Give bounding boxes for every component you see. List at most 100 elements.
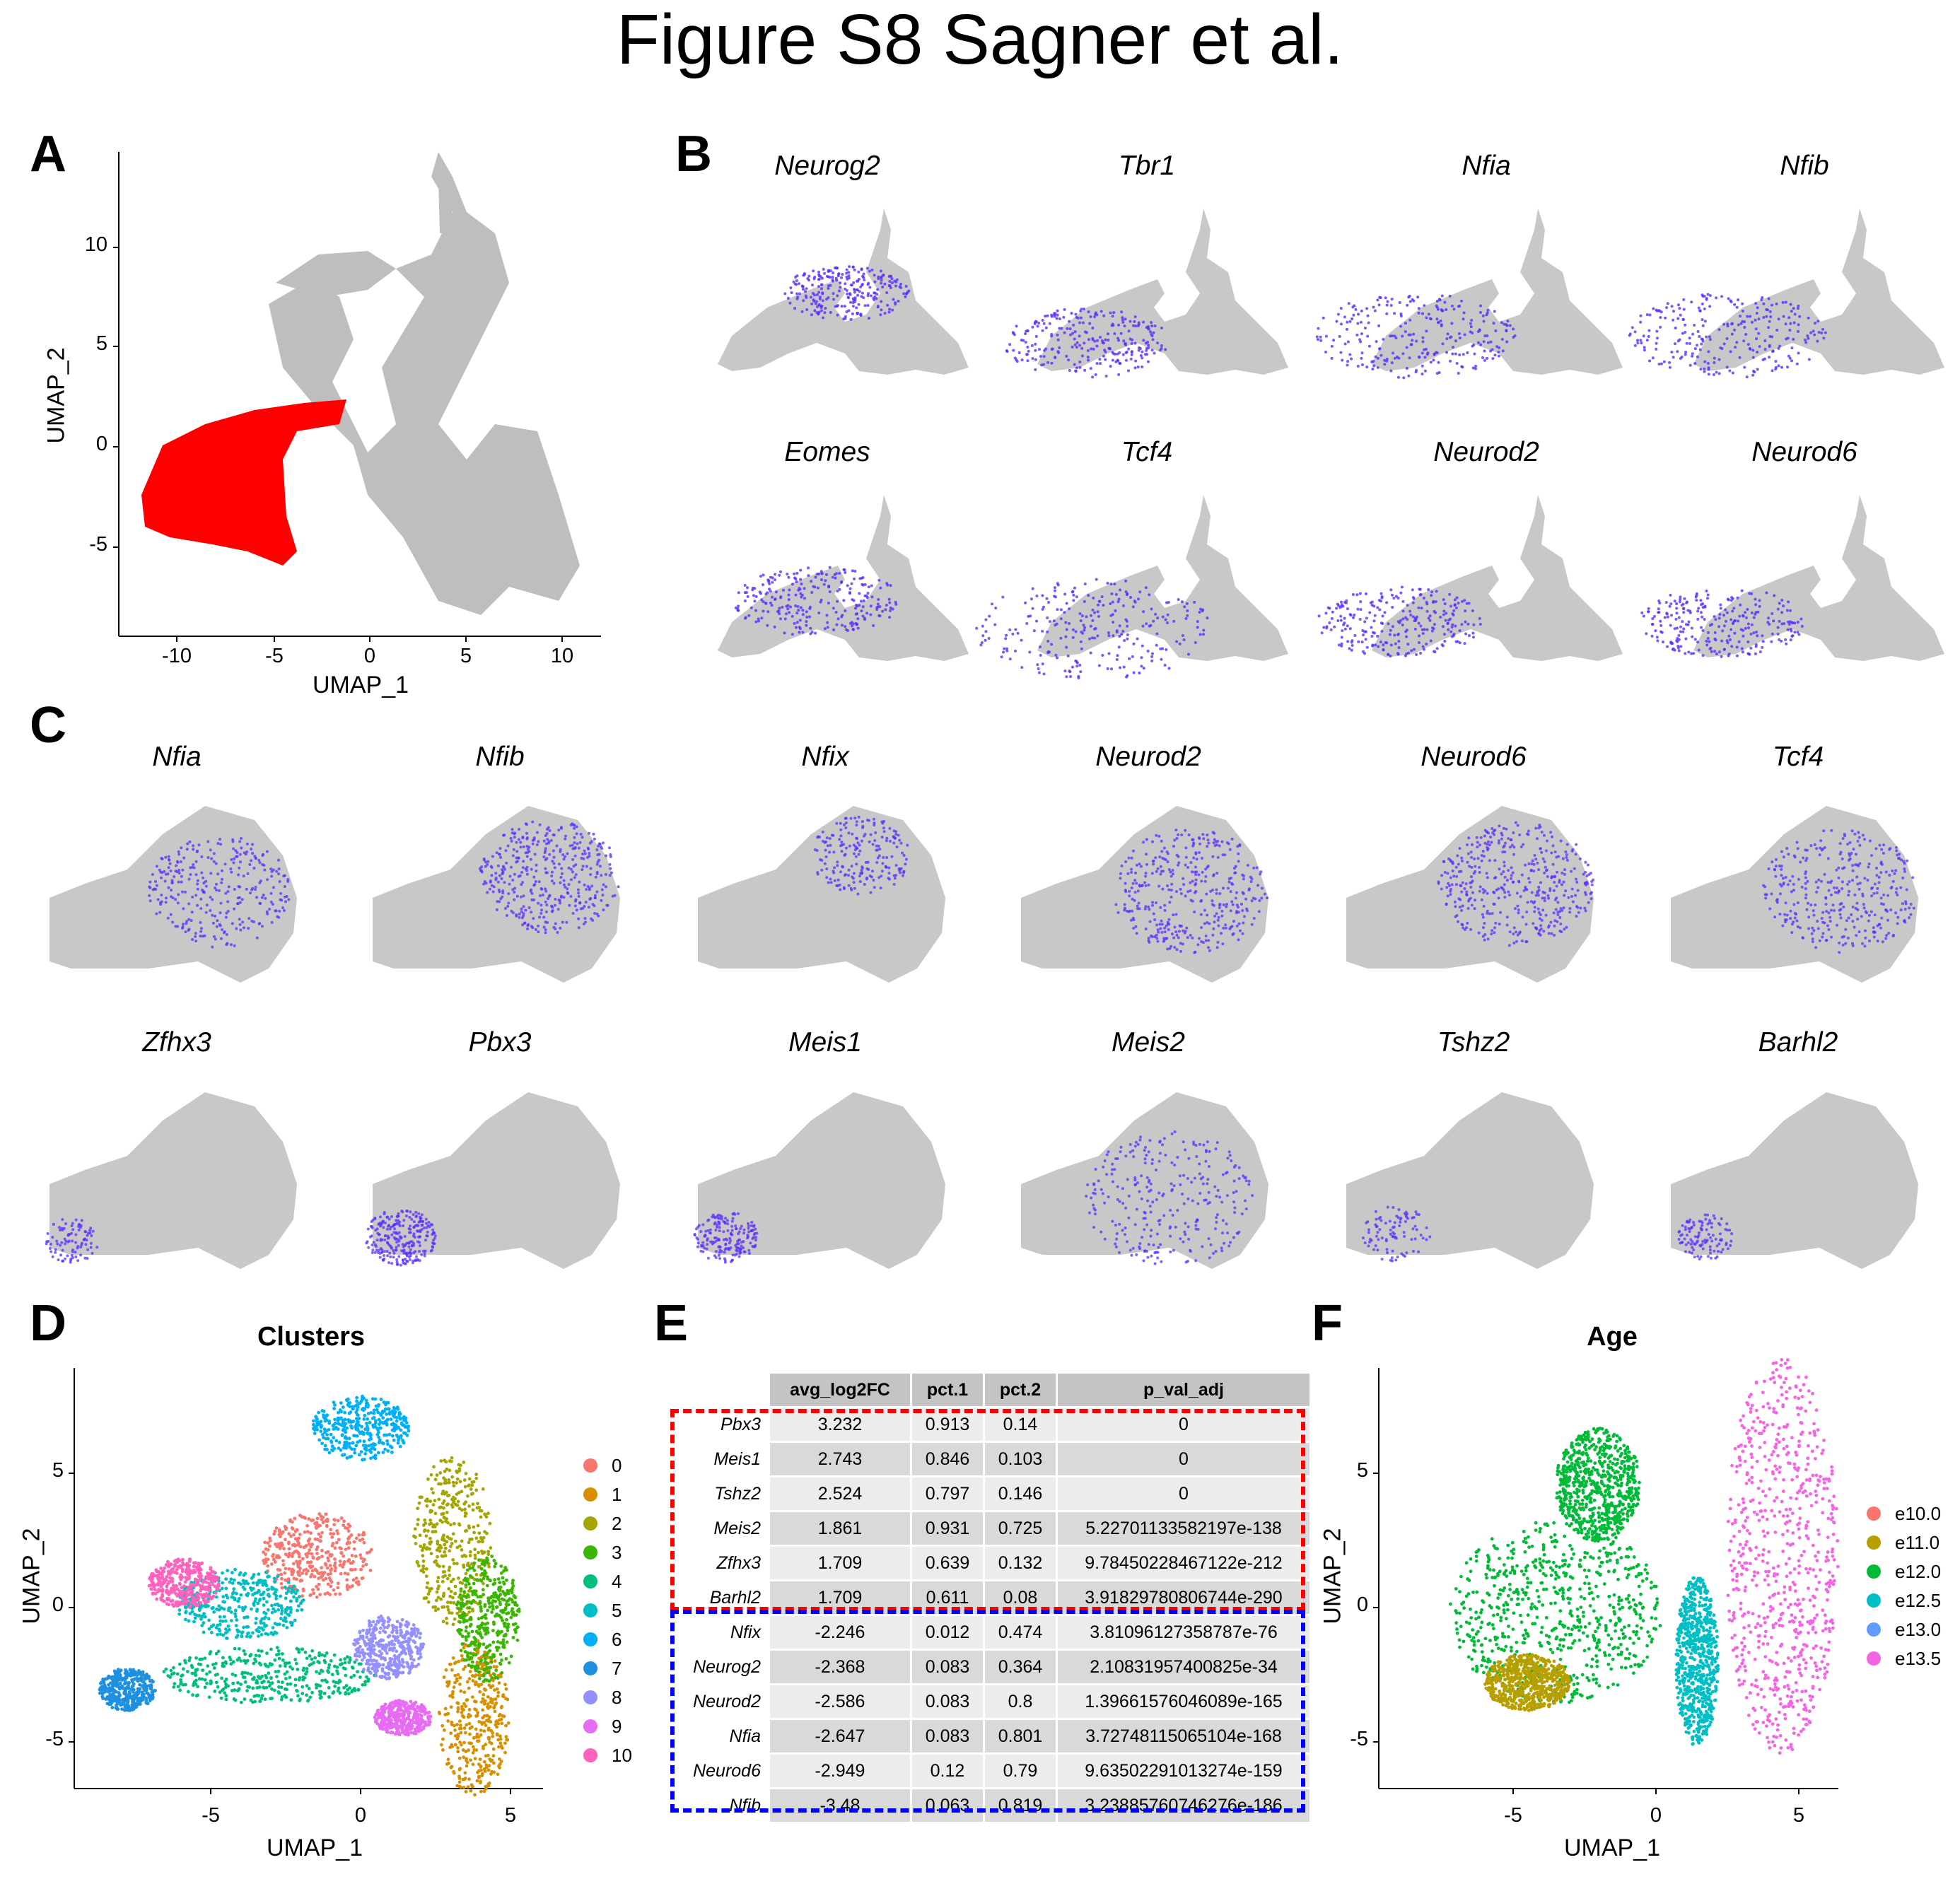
- f-point: [1758, 1501, 1762, 1505]
- d-point: [486, 1726, 491, 1731]
- d-point: [211, 1605, 215, 1610]
- f-point: [1730, 1522, 1734, 1526]
- d-point: [344, 1422, 348, 1426]
- d-point: [356, 1687, 361, 1692]
- f-point: [1797, 1439, 1801, 1444]
- f-point: [1568, 1544, 1572, 1547]
- d-point: [419, 1728, 424, 1732]
- d-point: [374, 1622, 378, 1627]
- d-point: [460, 1581, 465, 1586]
- d-point: [486, 1552, 491, 1557]
- f-point: [1812, 1431, 1816, 1435]
- d-point: [416, 1506, 420, 1511]
- d-point: [273, 1529, 277, 1533]
- f-point: [1773, 1592, 1777, 1596]
- d-point: [333, 1557, 337, 1561]
- f-point: [1799, 1421, 1804, 1425]
- d-point: [202, 1621, 206, 1625]
- d-point: [478, 1690, 482, 1694]
- d-point: [456, 1734, 460, 1738]
- d-point: [317, 1556, 321, 1560]
- d-point: [132, 1701, 136, 1704]
- f-point: [1826, 1516, 1831, 1521]
- d-point: [406, 1731, 410, 1734]
- d-point: [392, 1642, 396, 1646]
- f-point: [1741, 1614, 1744, 1618]
- d-point: [468, 1550, 472, 1554]
- d-point: [461, 1657, 465, 1661]
- d-point: [298, 1533, 302, 1536]
- d-point: [124, 1675, 128, 1679]
- d-point: [399, 1428, 403, 1432]
- f-point: [1496, 1596, 1500, 1600]
- d-point: [400, 1650, 404, 1654]
- d-point: [298, 1514, 302, 1518]
- d-point: [499, 1760, 503, 1763]
- d-point: [185, 1600, 189, 1604]
- d-point: [233, 1608, 238, 1613]
- f-point: [1804, 1567, 1808, 1571]
- d-point: [486, 1651, 489, 1656]
- d-point: [482, 1673, 486, 1676]
- d-point: [135, 1673, 139, 1677]
- d-point: [354, 1580, 358, 1584]
- d-point: [456, 1673, 460, 1677]
- d-point: [419, 1569, 424, 1573]
- d-point: [475, 1739, 479, 1743]
- d-point: [118, 1678, 122, 1682]
- f-point: [1796, 1491, 1799, 1494]
- d-point: [384, 1727, 387, 1731]
- d-point: [111, 1680, 115, 1685]
- d-point: [450, 1475, 455, 1479]
- d-point: [195, 1578, 199, 1582]
- d-point: [412, 1703, 416, 1707]
- f-point: [1727, 1548, 1732, 1552]
- d-point: [473, 1643, 477, 1647]
- f-point: [1726, 1593, 1730, 1598]
- d-point: [380, 1715, 385, 1719]
- d-point: [301, 1515, 305, 1519]
- d-point: [203, 1601, 207, 1605]
- d-point: [487, 1781, 491, 1785]
- f-point: [1825, 1487, 1829, 1490]
- d-point: [388, 1660, 392, 1664]
- d-point: [201, 1668, 205, 1673]
- f-point: [1799, 1673, 1804, 1678]
- d-point: [488, 1521, 492, 1526]
- d-point: [295, 1596, 299, 1601]
- d-point: [315, 1424, 319, 1428]
- d-point: [457, 1784, 462, 1789]
- d-point: [389, 1710, 393, 1714]
- d-point: [469, 1492, 474, 1496]
- d-point: [99, 1689, 103, 1692]
- c-gene-1: Nfia: [152, 742, 202, 772]
- d-point: [267, 1671, 271, 1675]
- d-point: [395, 1726, 399, 1731]
- d-point: [322, 1654, 327, 1658]
- d-point: [231, 1681, 235, 1685]
- d-point: [320, 1518, 324, 1521]
- d-point: [486, 1644, 489, 1649]
- f-point: [1739, 1601, 1743, 1605]
- f-point: [1778, 1470, 1782, 1475]
- d-point: [339, 1416, 343, 1420]
- d-point: [336, 1586, 340, 1590]
- d-point: [286, 1579, 290, 1583]
- d-point: [178, 1603, 182, 1606]
- d-point: [397, 1656, 401, 1660]
- d-point: [250, 1588, 254, 1592]
- f-point: [1541, 1572, 1546, 1576]
- d-point: [222, 1664, 226, 1668]
- d-point: [481, 1662, 485, 1666]
- d-point: [380, 1667, 385, 1670]
- d-point: [389, 1713, 393, 1717]
- d-point: [489, 1660, 494, 1664]
- d-point: [360, 1576, 364, 1581]
- d-point: [213, 1690, 217, 1693]
- d-point: [349, 1675, 354, 1680]
- d-point: [216, 1576, 221, 1580]
- f-point: [1753, 1657, 1757, 1661]
- d-point: [191, 1600, 194, 1604]
- d-point: [501, 1714, 505, 1718]
- d-point: [276, 1652, 281, 1656]
